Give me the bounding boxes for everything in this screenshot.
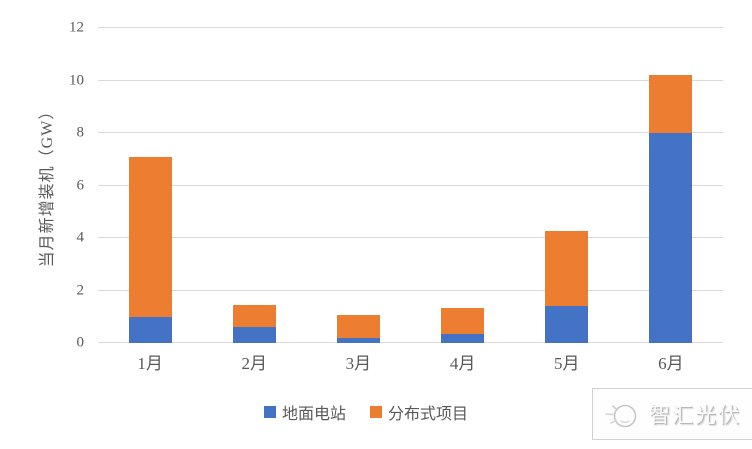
legend-label: 地面电站	[281, 406, 346, 423]
y-tick-label: 0	[76, 334, 85, 351]
plot-area	[98, 27, 723, 343]
legend-swatch-blue-icon	[263, 406, 276, 418]
y-tick-label: 6	[76, 177, 85, 193]
gridline	[98, 132, 723, 133]
y-tick-label: 12	[69, 19, 84, 36]
bar-segment	[545, 306, 589, 343]
y-tick-label: 2	[76, 282, 85, 298]
legend-item-distributed-projects: 分布式项目	[370, 400, 468, 424]
x-axis-label: 1月	[137, 354, 163, 373]
y-tick-label: 4	[76, 229, 85, 246]
legend-label: 分布式项目	[388, 406, 469, 423]
x-axis-label: 4月	[449, 354, 476, 373]
y-tick-label: 10	[69, 72, 84, 88]
bar-segment	[441, 307, 485, 334]
bar-segment	[545, 231, 589, 307]
bar-segment	[232, 304, 276, 328]
y-axis-ticks: 0 2 4 6 8 10 12	[0, 20, 85, 350]
bar-segment	[336, 337, 380, 343]
legend: 地面电站 分布式项目	[0, 400, 732, 424]
gridline	[98, 184, 723, 186]
legend-swatch-orange-icon	[370, 406, 382, 418]
gridline	[98, 237, 723, 238]
x-axis-label: 5月	[553, 354, 580, 373]
gridline	[98, 289, 723, 291]
bar-segment	[336, 315, 380, 338]
gridline	[98, 79, 723, 81]
bar-segment	[128, 156, 172, 317]
x-axis-label: 3月	[345, 354, 372, 373]
x-axis-label: 6月	[658, 354, 684, 373]
bar-segment	[649, 133, 693, 343]
watermark-logo: 智汇光伏	[592, 388, 752, 440]
legend-item-ground-stations: 地面电站	[263, 400, 346, 424]
bar-segment	[441, 333, 485, 343]
bar-segment	[232, 327, 276, 343]
bar-segment	[649, 75, 693, 133]
x-axis-labels: 1月 2月 3月 4月 5月 6月	[98, 353, 723, 375]
sun-sketch-icon	[605, 404, 637, 428]
gridline	[98, 27, 723, 28]
bar-segment	[128, 316, 172, 343]
gridline	[98, 342, 723, 343]
x-axis-label: 2月	[241, 354, 267, 373]
watermark-text: 智汇光伏	[649, 403, 741, 427]
y-tick-label: 8	[76, 124, 85, 141]
